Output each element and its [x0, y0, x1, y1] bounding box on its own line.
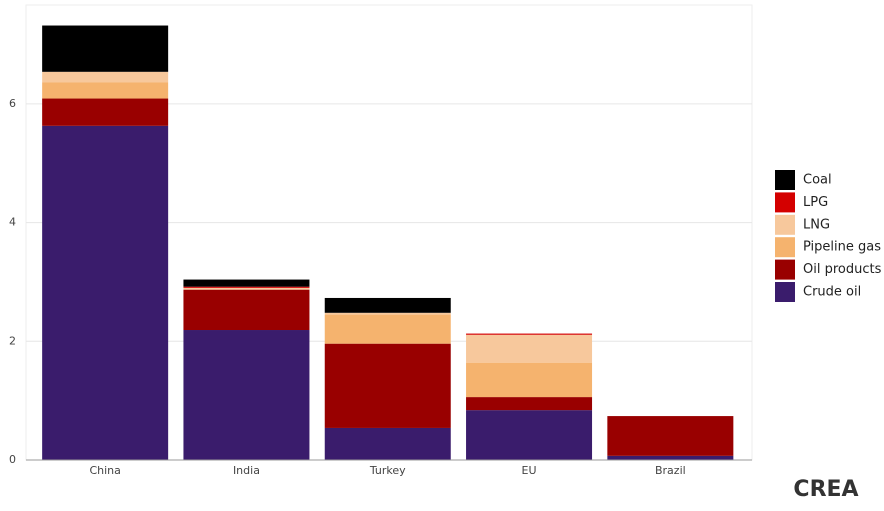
- bar-segment: [42, 71, 169, 83]
- legend-label: Oil products: [803, 262, 882, 277]
- bar-segment: [466, 333, 593, 335]
- bar-segment: [183, 279, 310, 287]
- legend-swatch: [775, 170, 795, 190]
- x-tick-label: China: [89, 464, 120, 477]
- bar-segment: [324, 343, 451, 428]
- legend-swatch: [775, 282, 795, 302]
- x-tick-label: Brazil: [655, 464, 686, 477]
- logo: CREA: [793, 477, 858, 502]
- bar-segment: [466, 397, 593, 411]
- bar-segment: [42, 98, 169, 126]
- legend-label: Coal: [803, 173, 832, 188]
- y-tick-label: 6: [9, 97, 16, 110]
- x-tick-label: EU: [522, 464, 537, 477]
- bar-segment: [466, 410, 593, 460]
- bar-segment: [324, 314, 451, 344]
- x-tick-label: India: [233, 464, 260, 477]
- bar-segment: [466, 334, 593, 363]
- legend-swatch: [775, 192, 795, 213]
- bar-segment: [183, 286, 310, 288]
- bar-segment: [324, 312, 451, 315]
- bar-segment: [607, 416, 734, 456]
- legend-label: LNG: [803, 217, 830, 232]
- bar-segment: [42, 25, 169, 72]
- bar-segment: [324, 297, 451, 313]
- legend-label: LPG: [803, 195, 828, 210]
- bar-segment: [42, 125, 169, 460]
- legend-swatch: [775, 259, 795, 280]
- y-tick-label: 2: [9, 334, 16, 347]
- legend-label: Crude oil: [803, 285, 861, 300]
- bar-segment: [183, 289, 310, 331]
- bar-segment: [607, 455, 734, 460]
- y-tick-label: 4: [9, 216, 16, 229]
- bar-segment: [183, 287, 310, 290]
- bar-segment: [466, 362, 593, 398]
- bar-segment: [42, 82, 169, 99]
- legend-swatch: [775, 214, 795, 235]
- legend-swatch: [775, 237, 795, 258]
- bar-segment: [324, 427, 451, 460]
- x-tick-label: Turkey: [369, 464, 406, 477]
- y-tick-label: 0: [9, 453, 16, 466]
- bar-segment: [183, 330, 310, 460]
- legend-label: Pipeline gas: [803, 240, 881, 255]
